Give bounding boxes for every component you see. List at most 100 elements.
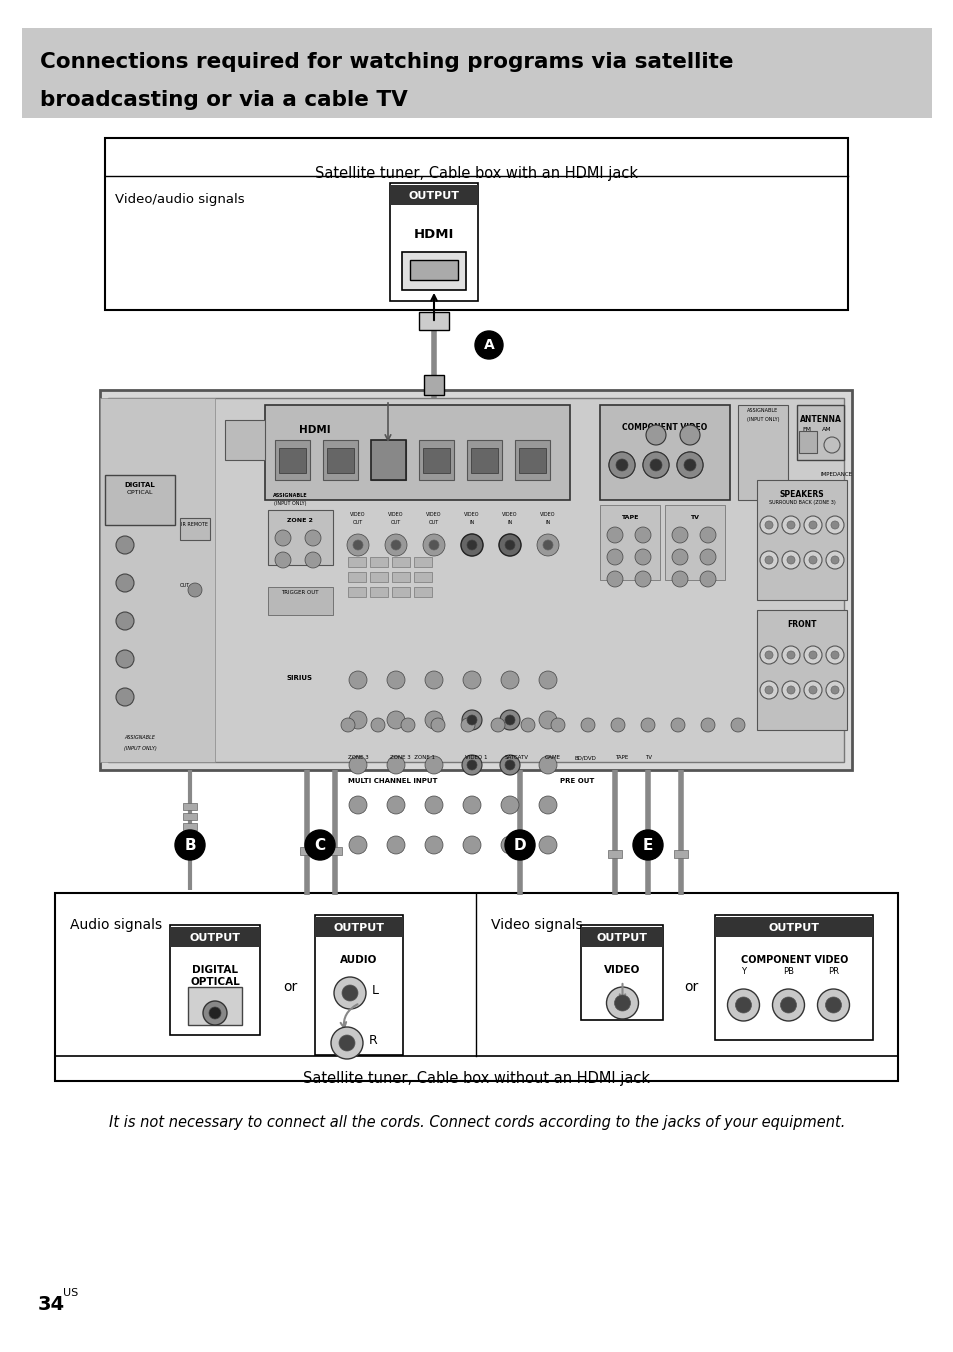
Bar <box>314 917 402 937</box>
Text: IR REMOTE: IR REMOTE <box>181 522 209 527</box>
Circle shape <box>648 458 662 472</box>
Circle shape <box>606 987 638 1019</box>
Text: ASSIGNABLE: ASSIGNABLE <box>273 493 307 498</box>
Circle shape <box>642 452 668 479</box>
Circle shape <box>462 836 480 854</box>
Circle shape <box>424 796 442 814</box>
Circle shape <box>498 534 520 556</box>
Bar <box>314 915 402 1055</box>
Bar <box>22 28 931 118</box>
Text: BD/DVD: BD/DVD <box>575 754 597 760</box>
Circle shape <box>608 452 635 479</box>
Bar <box>664 506 724 580</box>
Circle shape <box>499 710 519 730</box>
Circle shape <box>580 718 595 731</box>
Text: US: US <box>63 1288 78 1298</box>
Circle shape <box>615 458 628 472</box>
Circle shape <box>679 425 700 445</box>
Text: OUTPUT: OUTPUT <box>408 191 459 201</box>
Text: Satellite tuner, Cable box with an HDMI jack: Satellite tuner, Cable box with an HDMI … <box>314 166 638 181</box>
Text: SURROUND BACK (ZONE 3): SURROUND BACK (ZONE 3) <box>768 500 835 506</box>
Circle shape <box>462 796 480 814</box>
Bar <box>371 439 406 480</box>
Text: TV: TV <box>644 754 651 760</box>
Bar <box>513 850 526 859</box>
Text: FM: FM <box>801 427 811 433</box>
Bar <box>715 915 873 1040</box>
Circle shape <box>786 521 794 529</box>
Circle shape <box>462 756 480 773</box>
Circle shape <box>500 756 518 773</box>
Text: VIDEO: VIDEO <box>464 512 479 516</box>
Text: It is not necessary to connect all the cords. Connect cords according to the jac: It is not necessary to connect all the c… <box>109 1115 844 1130</box>
Circle shape <box>174 830 205 860</box>
Circle shape <box>764 652 772 658</box>
Circle shape <box>349 671 367 690</box>
Circle shape <box>460 534 482 556</box>
Circle shape <box>677 452 702 479</box>
Circle shape <box>538 756 557 773</box>
Bar <box>392 587 410 598</box>
Text: AUDIO: AUDIO <box>340 955 377 965</box>
Bar <box>274 439 310 480</box>
Text: VIDEO 1: VIDEO 1 <box>464 754 487 760</box>
Circle shape <box>504 715 515 725</box>
Circle shape <box>347 534 369 556</box>
Circle shape <box>209 1007 221 1019</box>
Bar <box>414 572 432 581</box>
Text: A: A <box>483 338 494 352</box>
Bar <box>796 406 843 460</box>
Circle shape <box>817 990 848 1021</box>
Bar <box>518 448 545 473</box>
Circle shape <box>830 521 838 529</box>
Circle shape <box>188 583 202 598</box>
Bar <box>183 803 196 810</box>
Circle shape <box>649 458 661 470</box>
Text: IMPEDANCE: IMPEDANCE <box>821 472 852 477</box>
Bar <box>278 448 306 473</box>
Bar <box>170 927 260 946</box>
Text: VIDEO: VIDEO <box>603 965 640 975</box>
Circle shape <box>391 539 400 550</box>
Bar <box>715 917 873 937</box>
Circle shape <box>431 718 444 731</box>
Circle shape <box>387 671 405 690</box>
Circle shape <box>830 652 838 658</box>
Circle shape <box>614 995 630 1011</box>
Text: HDMI: HDMI <box>299 425 331 435</box>
Circle shape <box>422 534 444 556</box>
Circle shape <box>780 996 796 1013</box>
Bar <box>265 406 569 500</box>
Circle shape <box>500 796 518 814</box>
Circle shape <box>808 652 816 658</box>
Circle shape <box>274 530 291 546</box>
Bar <box>100 397 214 763</box>
Bar <box>422 448 450 473</box>
Circle shape <box>331 1028 363 1059</box>
Circle shape <box>645 425 665 445</box>
Text: OPTICAL: OPTICAL <box>190 977 239 987</box>
Bar <box>183 844 196 850</box>
Bar <box>757 610 846 730</box>
Circle shape <box>467 539 476 550</box>
Circle shape <box>116 688 133 706</box>
Circle shape <box>764 556 772 564</box>
Text: Connections required for watching programs via satellite: Connections required for watching progra… <box>40 51 733 72</box>
Bar <box>599 506 659 580</box>
Circle shape <box>700 718 714 731</box>
Bar <box>418 439 454 480</box>
Bar <box>299 846 314 854</box>
Bar <box>423 375 443 395</box>
Circle shape <box>538 671 557 690</box>
Circle shape <box>387 711 405 729</box>
Bar <box>188 987 242 1025</box>
Circle shape <box>461 710 481 730</box>
Circle shape <box>825 681 843 699</box>
Text: Audio signals: Audio signals <box>70 918 162 932</box>
Circle shape <box>424 756 442 773</box>
Bar <box>268 510 333 565</box>
Circle shape <box>670 718 684 731</box>
Circle shape <box>461 754 481 775</box>
Circle shape <box>400 718 415 731</box>
Circle shape <box>682 458 697 472</box>
